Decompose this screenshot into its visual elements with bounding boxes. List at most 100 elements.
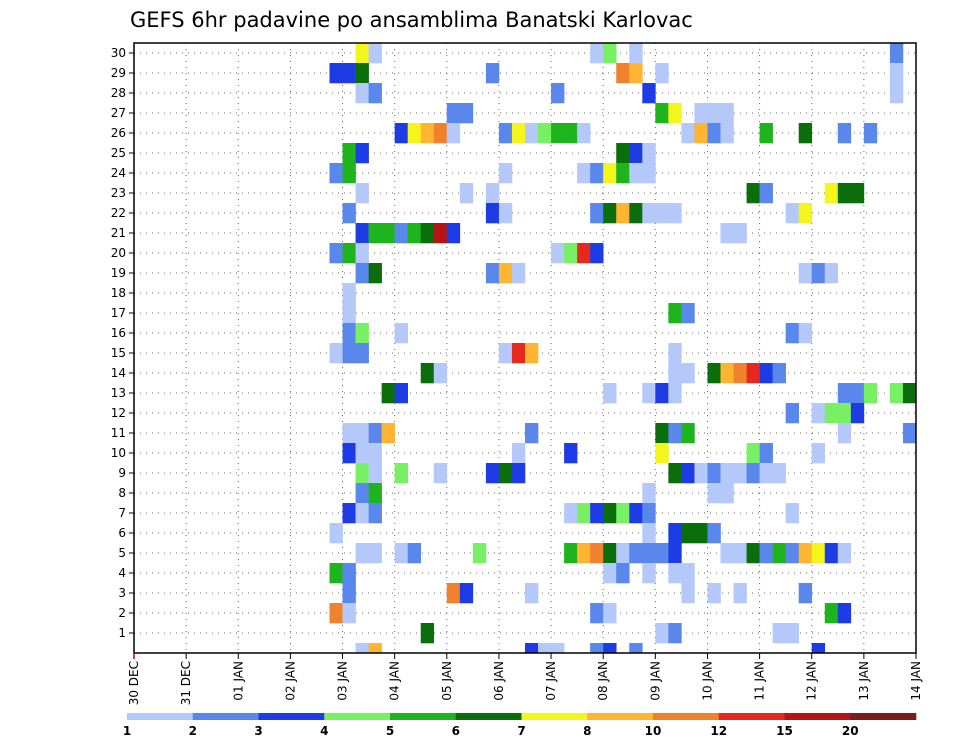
legend-swatch <box>850 713 917 720</box>
heatmap-cell <box>668 103 682 124</box>
heatmap-cell <box>355 643 369 654</box>
heatmap-cell <box>889 63 904 84</box>
heatmap-cell <box>785 623 799 644</box>
heatmap-cell <box>342 503 356 524</box>
heatmap-cell <box>420 623 435 644</box>
heatmap-cell <box>720 543 734 564</box>
heatmap-cell <box>746 463 760 484</box>
heatmap-cell <box>329 603 343 624</box>
heatmap-cell <box>368 263 382 284</box>
heatmap-cell <box>511 263 526 284</box>
heatmap-cell <box>485 263 500 284</box>
heatmap-cell <box>459 583 474 604</box>
heatmap-cell <box>342 343 356 364</box>
heatmap-cell <box>511 443 526 464</box>
heatmap-cell <box>329 563 343 584</box>
heatmap-cell <box>837 603 852 624</box>
legend-swatch <box>784 713 851 720</box>
heatmap-cell <box>368 503 382 524</box>
heatmap-cell <box>590 503 604 524</box>
heatmap-cell <box>733 363 747 384</box>
heatmap-cell <box>603 43 617 64</box>
y-tick-label: 10 <box>111 446 126 460</box>
heatmap-cell <box>616 543 630 564</box>
heatmap-cell <box>420 123 435 144</box>
x-tick-label: 13 JAN <box>857 661 871 701</box>
heatmap-cell <box>329 243 343 264</box>
heatmap-cell <box>342 203 356 224</box>
heatmap-cell <box>785 203 799 224</box>
heatmap-cell <box>577 503 591 524</box>
heatmap-cell <box>655 443 669 464</box>
heatmap-cell <box>355 223 369 244</box>
x-tick-label: 07 JAN <box>544 661 558 701</box>
y-tick-label: 25 <box>111 146 126 160</box>
heatmap-cell <box>655 203 669 224</box>
heatmap-cell <box>616 143 630 164</box>
heatmap-cell <box>902 423 917 444</box>
heatmap-cell <box>603 203 617 224</box>
heatmap-cell <box>655 423 669 444</box>
heatmap-cell <box>355 423 369 444</box>
heatmap-cell <box>603 383 617 404</box>
heatmap-cell <box>733 583 747 604</box>
heatmap-cell <box>772 623 786 644</box>
heatmap-cell <box>889 83 904 104</box>
x-axis: 30 DEC 31 DEC 01 JAN 02 JAN 03 JAN 04 JAN 05 J… <box>127 653 923 705</box>
x-tick-label: 03 JAN <box>336 661 350 701</box>
heatmap-cell <box>655 103 669 124</box>
heatmap-cell <box>355 443 369 464</box>
heatmap-cell <box>368 463 382 484</box>
heatmap-cell <box>642 543 656 564</box>
heatmap-cell <box>433 463 448 484</box>
y-tick-label: 7 <box>118 506 126 520</box>
heatmap-cell <box>433 223 448 244</box>
heatmap-cell <box>603 643 617 654</box>
heatmap-cell <box>785 543 799 564</box>
heatmap-cell <box>655 63 669 84</box>
heatmap-cell <box>577 243 591 264</box>
heatmap-cell <box>342 423 356 444</box>
heatmap-cell <box>616 203 630 224</box>
heatmap-cell <box>498 263 513 284</box>
heatmap-cell <box>837 403 852 424</box>
heatmap-cell <box>798 123 813 144</box>
heatmap-cell <box>746 443 760 464</box>
y-tick-label: 16 <box>111 326 126 340</box>
heatmap-cell <box>342 323 356 344</box>
heatmap-cell <box>668 623 682 644</box>
heatmap-cell <box>707 123 721 144</box>
heatmap-cell <box>837 183 852 204</box>
heatmap-cell <box>511 463 526 484</box>
y-tick-label: 27 <box>111 106 126 120</box>
heatmap-cell <box>824 183 839 204</box>
legend-swatch <box>127 713 194 720</box>
heatmap-cell <box>642 83 656 104</box>
x-tick-label: 11 JAN <box>753 661 767 701</box>
heatmap-cell <box>525 583 539 604</box>
heatmap-cell <box>733 223 747 244</box>
y-tick-label: 29 <box>111 66 126 80</box>
heatmap-cell <box>446 103 461 124</box>
heatmap-cell <box>837 543 852 564</box>
heatmap-cell <box>616 563 630 584</box>
legend-label: 4 <box>320 724 328 738</box>
heatmap-cell <box>694 123 708 144</box>
y-tick-label: 4 <box>118 566 126 580</box>
heatmap-cell <box>342 583 356 604</box>
heatmap-cell <box>707 103 721 124</box>
heatmap-cell <box>759 363 773 384</box>
heatmap-cell <box>342 443 356 464</box>
heatmap-cell <box>668 563 682 584</box>
heatmap-cell <box>368 543 382 564</box>
y-tick-label: 14 <box>111 366 126 380</box>
heatmap-cell <box>759 123 773 144</box>
heatmap-cell <box>394 383 408 404</box>
y-tick-label: 3 <box>118 586 126 600</box>
y-tick-label: 26 <box>111 126 126 140</box>
heatmap-cell <box>824 543 839 564</box>
heatmap-cell <box>850 183 865 204</box>
heatmap-cell <box>355 63 369 84</box>
legend-label: 12 <box>710 724 727 738</box>
heatmap-cell <box>850 383 865 404</box>
